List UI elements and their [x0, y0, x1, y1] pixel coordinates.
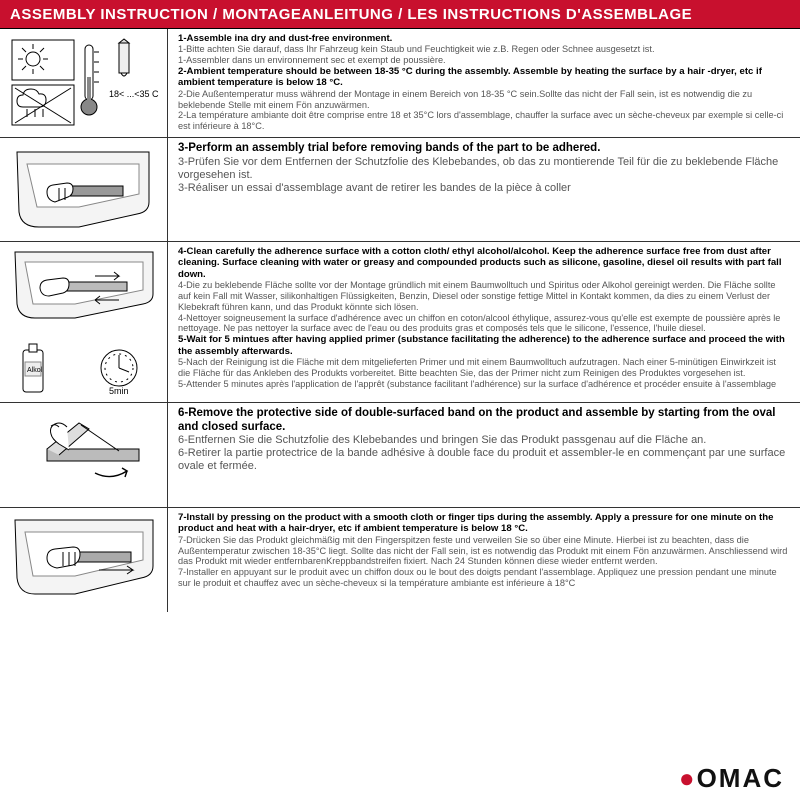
footer: ●OMAC — [0, 759, 800, 800]
step-row: 7-Install by pressing on the product wit… — [0, 508, 800, 612]
step-illustration — [0, 138, 168, 241]
temp-range-label: 18< ...<35 C — [109, 89, 159, 99]
step-text: 4-Clean carefully the adherence surface … — [168, 242, 800, 402]
step-row: 18< ...<35 C 1-Assemble ina dry and dust… — [0, 29, 800, 138]
temperature-icon: 18< ...<35 C — [9, 37, 159, 129]
instruction-rows: 18< ...<35 C 1-Assemble ina dry and dust… — [0, 29, 800, 759]
brand-logo: ●OMAC — [679, 763, 784, 794]
peel-icon — [9, 407, 159, 503]
bottle-label: Alkol — [27, 367, 43, 374]
trial-icon — [9, 142, 159, 237]
step-text: 1-Assemble ina dry and dust-free environ… — [168, 29, 800, 137]
step-row: Alkol 5min 4-Clean carefully the adheren… — [0, 242, 800, 403]
clean-icon — [9, 246, 159, 336]
step-text: 7-Install by pressing on the product wit… — [168, 508, 800, 612]
step-row: 6-Remove the protective side of double-s… — [0, 403, 800, 508]
step-illustration — [0, 403, 168, 507]
press-icon — [9, 512, 159, 608]
step-illustration: 18< ...<35 C — [0, 29, 168, 137]
step-row: 3-Perform an assembly trial before remov… — [0, 138, 800, 242]
step-text: 6-Remove the protective side of double-s… — [168, 403, 800, 507]
step-text: 3-Perform an assembly trial before remov… — [168, 138, 800, 241]
clean-sub-icon: Alkol 5min — [9, 340, 159, 398]
timer-label: 5min — [109, 386, 129, 396]
header-bar: ASSEMBLY INSTRUCTION / MONTAGEANLEITUNG … — [0, 0, 800, 29]
step-illustration: Alkol 5min — [0, 242, 168, 402]
step-illustration — [0, 508, 168, 612]
header-title: ASSEMBLY INSTRUCTION / MONTAGEANLEITUNG … — [10, 6, 692, 23]
